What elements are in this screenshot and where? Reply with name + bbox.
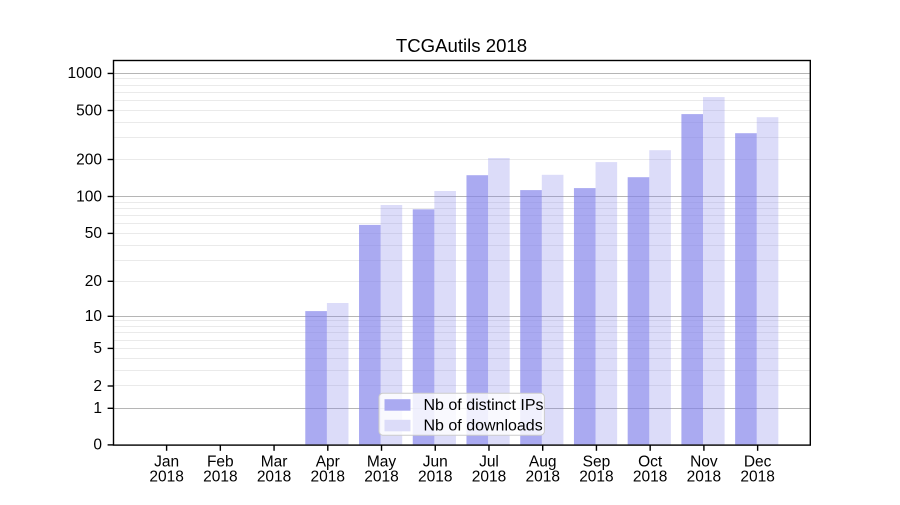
svg-text:2018: 2018	[203, 468, 237, 485]
svg-text:100: 100	[76, 188, 102, 205]
svg-text:Nb of downloads: Nb of downloads	[424, 417, 543, 434]
svg-text:Dec: Dec	[744, 453, 772, 470]
svg-text:500: 500	[76, 102, 102, 119]
svg-text:Jun: Jun	[423, 453, 448, 470]
svg-text:2018: 2018	[257, 468, 291, 485]
svg-text:Oct: Oct	[638, 453, 663, 470]
svg-text:10: 10	[85, 308, 103, 325]
svg-text:Jan: Jan	[154, 453, 179, 470]
svg-text:Jul: Jul	[479, 453, 499, 470]
svg-text:1: 1	[93, 400, 102, 417]
svg-text:200: 200	[76, 151, 102, 168]
svg-text:2018: 2018	[364, 468, 398, 485]
svg-text:Nov: Nov	[690, 453, 718, 470]
svg-text:TCGAutils 2018: TCGAutils 2018	[396, 35, 527, 56]
svg-text:2018: 2018	[740, 468, 774, 485]
svg-text:2018: 2018	[525, 468, 559, 485]
svg-text:2018: 2018	[472, 468, 506, 485]
svg-text:Sep: Sep	[583, 453, 611, 470]
svg-text:2018: 2018	[687, 468, 721, 485]
svg-text:Mar: Mar	[261, 453, 288, 470]
svg-text:2018: 2018	[418, 468, 452, 485]
svg-text:Nb of distinct IPs: Nb of distinct IPs	[424, 397, 544, 414]
svg-text:2018: 2018	[579, 468, 613, 485]
svg-text:2: 2	[93, 378, 102, 395]
svg-text:Feb: Feb	[207, 453, 234, 470]
svg-text:Aug: Aug	[529, 453, 557, 470]
svg-text:2018: 2018	[311, 468, 345, 485]
svg-text:May: May	[367, 453, 397, 470]
svg-text:50: 50	[85, 225, 103, 242]
svg-text:2018: 2018	[633, 468, 667, 485]
svg-text:5: 5	[93, 340, 102, 357]
svg-text:20: 20	[85, 273, 103, 290]
svg-text:0: 0	[93, 437, 102, 454]
svg-text:1000: 1000	[68, 65, 103, 82]
svg-text:Apr: Apr	[316, 453, 340, 470]
svg-text:2018: 2018	[149, 468, 183, 485]
